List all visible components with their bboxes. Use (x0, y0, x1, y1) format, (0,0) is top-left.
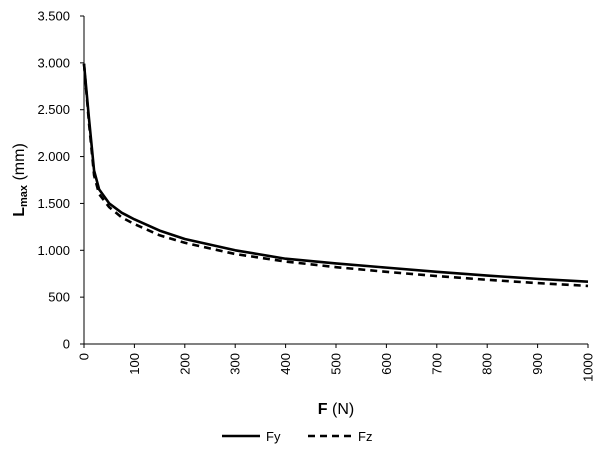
y-tick-label: 2.500 (37, 102, 70, 117)
x-tick-label: 0 (77, 353, 92, 360)
legend-label-fy: Fy (266, 429, 281, 444)
x-tick-label: 200 (177, 353, 192, 375)
x-tick-label: 500 (329, 353, 344, 375)
y-tick-label: 3.500 (37, 9, 70, 24)
x-tick-label: 300 (228, 353, 243, 375)
y-tick-label: 2.000 (37, 149, 70, 164)
x-axis-label-main: F (318, 401, 328, 418)
series-line-fy (82, 63, 589, 283)
x-tick-label: 600 (379, 353, 394, 375)
legend: Fy Fz (222, 429, 372, 444)
x-tick-label: 900 (530, 353, 545, 375)
y-tick-label: 500 (48, 290, 70, 305)
y-axis-label: Lmax (mm) (11, 143, 30, 217)
x-axis-label: F (N) (318, 401, 354, 418)
y-tick-label: 1.500 (37, 196, 70, 211)
legend-label-fz: Fz (358, 429, 372, 444)
y-tick-label: 3.000 (37, 55, 70, 70)
series-line-fz (82, 63, 589, 288)
x-tick-label: 800 (480, 353, 495, 375)
x-tick-label: 1000 (581, 353, 596, 382)
y-axis-label-sub: max (18, 184, 30, 207)
y-tick-label: 1.000 (37, 243, 70, 258)
y-axis-label-main: L (11, 207, 28, 217)
y-tick-labels: 0 500 1.000 1.500 2.000 2.500 3.000 3.500 (37, 9, 84, 352)
x-tick-label: 400 (278, 353, 293, 375)
x-tick-labels: 0 100 200 300 400 500 600 700 800 900 1000 (77, 344, 596, 382)
x-tick-label: 700 (429, 353, 444, 375)
y-tick-label: 0 (63, 337, 70, 352)
x-tick-label: 100 (127, 353, 142, 375)
x-axis-label-unit: (N) (328, 401, 355, 418)
plot-area (82, 16, 589, 345)
y-axis-label-unit: (mm) (11, 143, 28, 185)
